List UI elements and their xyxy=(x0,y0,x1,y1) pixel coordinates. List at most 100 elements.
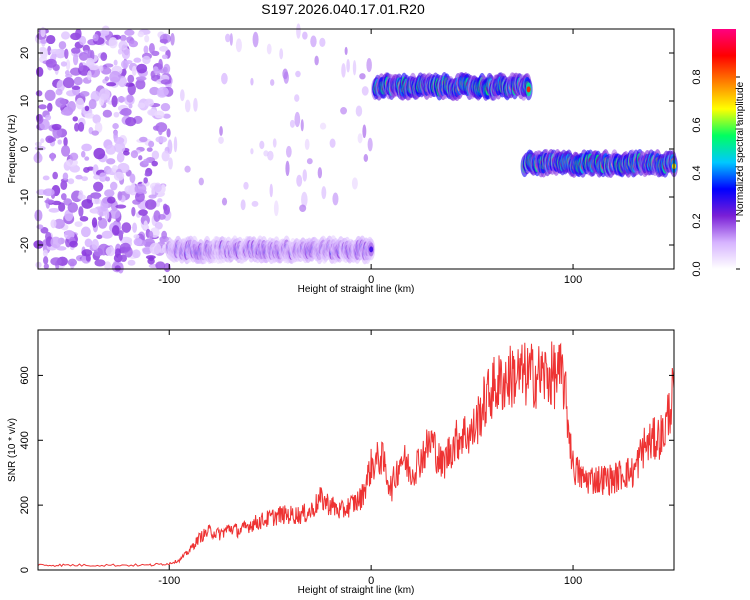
heatmap-cell xyxy=(118,40,128,51)
heatmap-cell xyxy=(66,158,78,167)
heatmap-cell xyxy=(111,95,118,108)
snr-y-tick-label: 0 xyxy=(19,567,31,573)
heatmap-cell xyxy=(81,198,94,209)
heatmap-cell xyxy=(250,148,254,155)
heatmap-cell xyxy=(137,31,144,38)
heatmap-cell xyxy=(135,79,146,90)
heatmap-cell xyxy=(87,49,93,60)
heatmap-cell xyxy=(44,199,55,204)
heatmap-cell xyxy=(317,167,323,179)
heatmap-cell xyxy=(42,249,48,257)
heatmap-x-axis-label: Height of straight line (km) xyxy=(298,284,415,295)
heatmap-cell xyxy=(355,105,363,117)
heatmap-cell xyxy=(193,97,198,112)
heatmap-cell xyxy=(294,94,300,102)
heatmap-cell xyxy=(43,256,49,265)
heatmap-cell xyxy=(133,57,142,63)
snr-y-axis-label: SNR (10 * v/v) xyxy=(7,418,18,482)
heatmap-cell xyxy=(50,236,62,249)
heatmap-cell xyxy=(87,70,92,81)
heatmap-cell xyxy=(148,230,154,239)
heatmap-cell xyxy=(148,194,157,199)
heatmap-cell xyxy=(295,70,301,78)
heatmap-cell xyxy=(119,110,129,116)
heatmap-cell xyxy=(63,136,68,147)
heatmap-cell xyxy=(113,253,123,263)
heatmap-cell xyxy=(526,86,531,93)
heatmap-cell xyxy=(48,207,60,213)
heatmap-cell xyxy=(146,147,153,152)
heatmap-cell xyxy=(367,137,373,152)
heatmap-cell xyxy=(161,150,170,162)
snr-x-tick-label: 0 xyxy=(368,575,374,587)
heatmap-cell xyxy=(40,138,45,144)
heatmap-cell xyxy=(124,29,135,36)
heatmap-cell xyxy=(40,226,49,234)
heatmap-cell xyxy=(115,204,127,209)
heatmap-cell xyxy=(35,66,44,77)
heatmap-cell xyxy=(105,176,111,182)
heatmap-cell xyxy=(131,65,137,76)
heatmap-cell xyxy=(319,37,326,47)
heatmap-cell xyxy=(127,259,136,266)
heatmap-cell xyxy=(369,246,374,253)
heatmap-cell xyxy=(240,199,246,211)
snr-x-tick-label: 100 xyxy=(564,575,582,587)
heatmap-cell xyxy=(151,150,160,160)
heatmap-cell xyxy=(62,77,75,89)
heatmap-cell xyxy=(55,97,67,108)
heatmap-cell xyxy=(158,125,163,136)
heatmap-cell xyxy=(113,111,120,118)
colorbar-tick-label: 0.8 xyxy=(691,69,703,84)
heatmap-cell xyxy=(109,70,121,83)
heatmap-cell xyxy=(153,68,161,75)
heatmap-cell xyxy=(80,226,91,238)
heatmap-cell xyxy=(62,172,69,181)
heatmap-cell xyxy=(128,40,139,48)
heatmap-cell xyxy=(138,155,143,161)
heatmap-cell xyxy=(81,150,86,158)
heatmap-cell xyxy=(71,47,81,54)
heatmap-cell xyxy=(341,63,346,78)
heatmap-cell xyxy=(74,221,83,228)
heatmap-cell xyxy=(46,34,56,45)
heatmap-cell xyxy=(306,158,313,165)
heatmap-cell xyxy=(314,55,319,66)
heatmap-cell xyxy=(235,38,242,53)
snr-y-tick-label: 400 xyxy=(19,431,31,449)
heatmap-cell xyxy=(266,43,272,55)
snr-panel: -100 0 100 0 200 400 600 Height of straight l… xyxy=(7,329,675,596)
heatmap-cell xyxy=(111,225,120,236)
heatmap-cell xyxy=(148,256,154,262)
heatmap-cell xyxy=(45,114,52,121)
heatmap-cell xyxy=(129,173,136,183)
heatmap-cell xyxy=(299,204,307,213)
heatmap-cell xyxy=(60,61,68,67)
heatmap-cell xyxy=(346,59,350,73)
heatmap-cell xyxy=(38,104,47,110)
heatmap-cell xyxy=(42,188,55,197)
heatmap-cell xyxy=(296,23,301,39)
heatmap-cell xyxy=(161,230,168,240)
heatmap-cell xyxy=(73,76,83,86)
heatmap-cell xyxy=(131,180,136,193)
heatmap-cell xyxy=(154,221,163,230)
heatmap-cell xyxy=(301,191,308,208)
heatmap-cell xyxy=(114,265,121,272)
heatmap-cell xyxy=(329,138,336,148)
heatmap-cell xyxy=(144,35,150,43)
heatmap-cell xyxy=(49,48,62,55)
heatmap-cell xyxy=(130,150,139,159)
heatmap-cell xyxy=(84,112,95,119)
heatmap-cell xyxy=(138,209,148,216)
heatmap-cell xyxy=(78,35,87,46)
heatmap-cell xyxy=(159,68,167,74)
heatmap-y-tick-label: 0 xyxy=(19,146,31,152)
heatmap-cell xyxy=(50,152,55,162)
heatmap-y-tick-label: -20 xyxy=(19,237,31,253)
heatmap-cell xyxy=(119,242,131,252)
heatmap-cell xyxy=(43,263,49,270)
heatmap-cell xyxy=(60,193,67,201)
colorbar-gradient xyxy=(712,29,736,269)
heatmap-cell xyxy=(173,136,178,153)
